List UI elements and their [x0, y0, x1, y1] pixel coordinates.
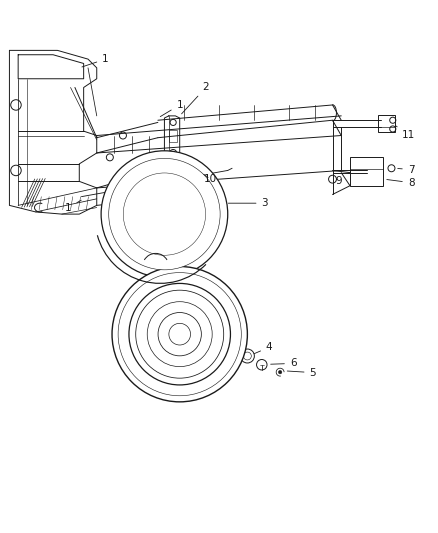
Circle shape	[279, 370, 282, 374]
Text: 3: 3	[228, 198, 268, 208]
Text: 7: 7	[398, 165, 414, 175]
Text: 1: 1	[82, 54, 109, 67]
Circle shape	[169, 324, 191, 345]
Text: 10: 10	[204, 174, 217, 184]
Circle shape	[109, 158, 220, 270]
Circle shape	[101, 151, 228, 277]
Circle shape	[112, 266, 247, 402]
Circle shape	[158, 312, 201, 356]
Circle shape	[136, 290, 224, 378]
Text: 1: 1	[65, 200, 81, 213]
Circle shape	[129, 284, 230, 385]
Text: 6: 6	[271, 358, 297, 368]
Circle shape	[118, 272, 241, 396]
Text: 2: 2	[182, 83, 209, 114]
Text: 9: 9	[336, 176, 343, 187]
Text: 5: 5	[287, 368, 316, 377]
Text: 11: 11	[396, 126, 416, 140]
Circle shape	[147, 302, 212, 367]
Bar	[169, 130, 177, 142]
Bar	[350, 157, 383, 185]
Text: 4: 4	[254, 342, 272, 353]
Text: 8: 8	[387, 177, 414, 188]
Bar	[378, 115, 395, 132]
Text: 1: 1	[160, 100, 183, 117]
